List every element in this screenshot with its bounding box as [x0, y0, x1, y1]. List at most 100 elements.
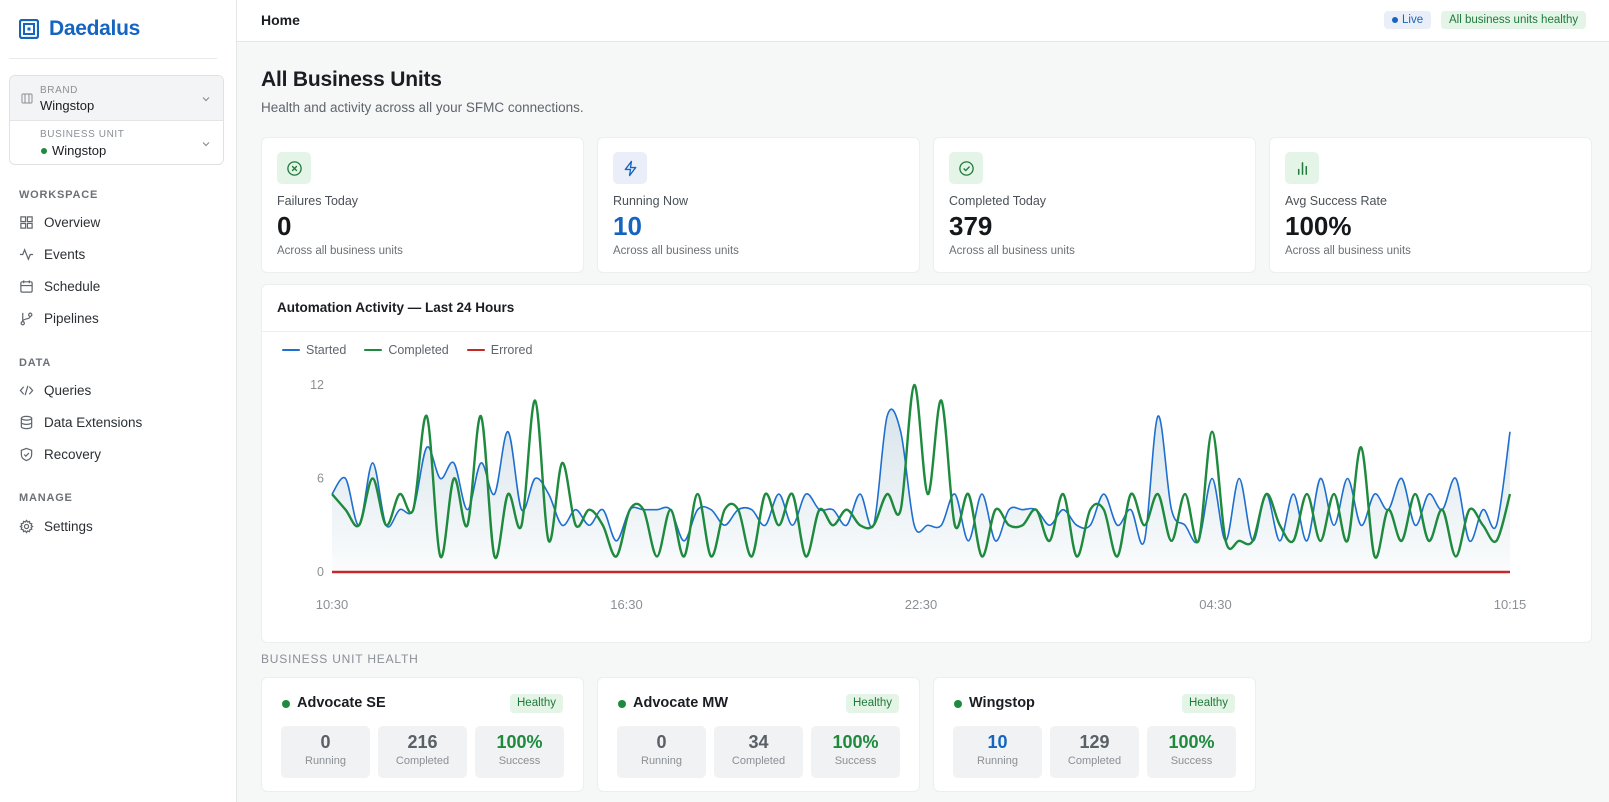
- nav-label: Settings: [44, 518, 93, 534]
- completed-stat: 129 Completed: [1050, 726, 1139, 778]
- business-unit-caption: BUSINESS UNIT: [40, 129, 125, 140]
- health-status-badge: All business units healthy: [1441, 11, 1587, 29]
- running-value: 10: [987, 732, 1008, 752]
- running-caption: Running: [305, 755, 346, 767]
- y-tick-label: 12: [310, 378, 324, 392]
- completed-stat: 216 Completed: [378, 726, 467, 778]
- kpi-label: Completed Today: [949, 194, 1047, 208]
- status-badge: Healthy: [510, 694, 563, 713]
- kpi-value: 100%: [1285, 211, 1352, 241]
- activity-line-chart[interactable]: 0 6 12 10:30 16:30 22:30 04:30 10:15: [262, 365, 1593, 635]
- running-value: 0: [656, 732, 667, 752]
- completed-caption: Completed: [1067, 755, 1122, 767]
- page-title: All Business Units: [261, 68, 442, 91]
- success-stat: 100% Success: [811, 726, 900, 778]
- kpi-card-failures: Failures Today 0 Across all business uni…: [261, 137, 584, 273]
- kpi-label: Running Now: [613, 194, 689, 208]
- success-caption: Success: [1170, 755, 1213, 767]
- business-unit-picker[interactable]: BUSINESS UNIT Wingstop: [10, 121, 223, 164]
- business-unit-card[interactable]: Advocate MW Healthy 0 Running 34 Complet…: [597, 677, 920, 792]
- success-caption: Success: [498, 755, 541, 767]
- business-unit-card[interactable]: Wingstop Healthy 10 Running 129 Complete…: [933, 677, 1256, 792]
- running-value: 0: [320, 732, 331, 752]
- nav-item-pipelines[interactable]: Pipelines: [19, 306, 99, 330]
- code-icon: [19, 385, 34, 395]
- app-logo[interactable]: Daedalus: [19, 17, 140, 41]
- nav-label: Events: [44, 246, 86, 262]
- page-subtitle: Health and activity across all your SFMC…: [261, 100, 584, 115]
- success-value: 100%: [496, 732, 543, 752]
- started-area: [332, 409, 1510, 572]
- nav-label: Recovery: [44, 446, 102, 462]
- check-circle-icon: [958, 160, 974, 176]
- success-stat: 100% Success: [1147, 726, 1236, 778]
- activity-icon: [19, 247, 34, 261]
- legend-label: Completed: [388, 343, 449, 357]
- chart-header: Automation Activity — Last 24 Hours: [262, 285, 1591, 332]
- nav-label: Pipelines: [44, 310, 99, 326]
- success-stat: 100% Success: [475, 726, 564, 778]
- x-tick-label: 04:30: [1199, 597, 1232, 612]
- legend-item-started[interactable]: Started: [282, 343, 346, 357]
- database-icon: [20, 415, 33, 429]
- kpi-card-running: Running Now 10 Across all business units: [597, 137, 920, 273]
- nav-item-settings[interactable]: Settings: [19, 514, 93, 538]
- business-unit-name: Advocate MW: [633, 695, 729, 711]
- completed-caption: Completed: [731, 755, 786, 767]
- topbar: Home Live All business units healthy: [237, 0, 1609, 42]
- legend-swatch: [466, 349, 485, 351]
- kpi-card-completed: Completed Today 379 Across all business …: [933, 137, 1256, 273]
- gear-icon: [19, 518, 34, 534]
- nav-section-manage: MANAGE: [19, 492, 73, 504]
- y-tick-label: 6: [317, 472, 324, 486]
- calendar-icon: [20, 279, 33, 293]
- kpi-icon-box: [949, 152, 983, 184]
- divider: [9, 58, 217, 59]
- nav-item-events[interactable]: Events: [19, 242, 85, 266]
- status-badge: Healthy: [1182, 694, 1235, 713]
- nav-item-data-extensions[interactable]: Data Extensions: [19, 410, 142, 434]
- kpi-footnote: Across all business units: [277, 245, 403, 257]
- completed-value: 216: [407, 732, 438, 752]
- running-stat: 0 Running: [281, 726, 370, 778]
- status-dot: [954, 700, 962, 708]
- completed-value: 34: [748, 732, 769, 752]
- nav-section-data: DATA: [19, 357, 52, 369]
- nav-label: Schedule: [44, 278, 101, 294]
- nav-item-recovery[interactable]: Recovery: [19, 442, 101, 466]
- kpi-footnote: Across all business units: [949, 245, 1075, 257]
- grid-icon: [20, 215, 33, 229]
- kpi-card-success-rate: Avg Success Rate 100% Across all busines…: [1269, 137, 1592, 273]
- status-dot: [41, 148, 47, 154]
- app-name: Daedalus: [49, 17, 140, 40]
- running-stat: 10 Running: [953, 726, 1042, 778]
- daedalus-logo-icon: [19, 19, 39, 39]
- sidebar: Daedalus BRAND Wingstop BUSINESS UNIT Wi…: [0, 0, 237, 802]
- lightning-icon: [624, 160, 636, 176]
- nav-section-workspace: WORKSPACE: [19, 189, 99, 201]
- brand-caption: BRAND: [40, 85, 79, 96]
- chart-title: Automation Activity — Last 24 Hours: [277, 300, 515, 315]
- automation-activity-chart-card: Automation Activity — Last 24 Hours Star…: [261, 284, 1592, 643]
- chevron-down-icon: [202, 97, 210, 102]
- business-unit-card[interactable]: Advocate SE Healthy 0 Running 216 Comple…: [261, 677, 584, 792]
- legend-item-errored[interactable]: Errored: [466, 343, 532, 357]
- context-picker: BRAND Wingstop BUSINESS UNIT Wingstop: [9, 75, 224, 165]
- legend-item-completed[interactable]: Completed: [364, 343, 449, 357]
- brand-picker[interactable]: BRAND Wingstop: [10, 76, 223, 121]
- status-dot: [618, 700, 626, 708]
- kpi-label: Avg Success Rate: [1285, 194, 1387, 208]
- nav-item-queries[interactable]: Queries: [19, 378, 91, 402]
- business-unit-health-heading: BUSINESS UNIT HEALTH: [261, 652, 419, 666]
- shield-check-icon: [20, 447, 33, 461]
- status-badge: Healthy: [846, 694, 899, 713]
- success-value: 100%: [832, 732, 879, 752]
- x-tick-label: 16:30: [610, 597, 643, 612]
- status-dot: [282, 700, 290, 708]
- completed-value: 129: [1079, 732, 1110, 752]
- chart-legend: Started Completed Errored: [282, 343, 532, 357]
- started-series-line: [331, 408, 1511, 545]
- nav-item-schedule[interactable]: Schedule: [19, 274, 100, 298]
- nav-label: Data Extensions: [44, 414, 143, 430]
- nav-item-overview[interactable]: Overview: [19, 210, 100, 234]
